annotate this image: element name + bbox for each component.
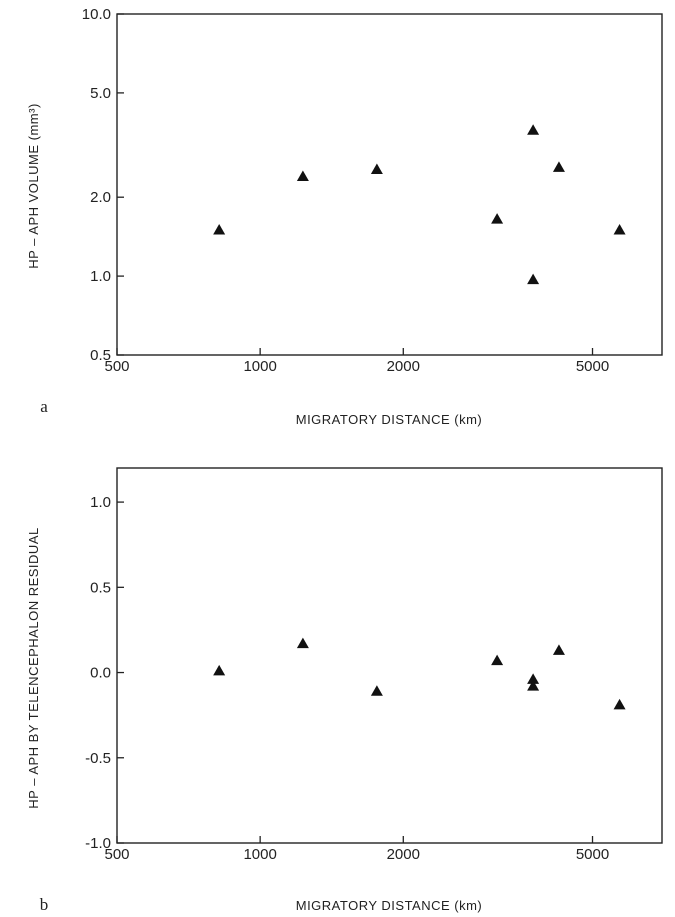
plot-b-data-points bbox=[213, 637, 626, 710]
data-point-triangle bbox=[296, 170, 309, 181]
data-point-triangle bbox=[370, 685, 383, 696]
plot-a-y-axis-title: HP – APH VOLUME (mm³) bbox=[26, 103, 41, 269]
data-point-triangle bbox=[213, 223, 226, 235]
x-tick-label: 1000 bbox=[243, 358, 276, 375]
plot-b-x-axis-title: MIGRATORY DISTANCE (km) bbox=[296, 898, 483, 913]
plot-a-x-axis-title: MIGRATORY DISTANCE (km) bbox=[296, 412, 483, 427]
panel-a-label: a bbox=[40, 397, 48, 416]
plot-a-x-axis: 500 1000 2000 5000 bbox=[104, 348, 609, 375]
y-tick-label: 2.0 bbox=[90, 189, 111, 206]
plot-a-frame bbox=[116, 13, 663, 356]
y-tick-label: 1.0 bbox=[90, 494, 111, 511]
data-point-triangle bbox=[527, 124, 540, 135]
plot-a-data-points bbox=[213, 124, 626, 285]
plot-a-y-axis: 0.5 1.0 2.0 5.0 10.0 bbox=[82, 6, 124, 364]
y-tick-label: -0.5 bbox=[85, 750, 111, 767]
x-tick-label: 5000 bbox=[576, 358, 609, 375]
data-point-triangle bbox=[613, 223, 626, 235]
data-point-triangle bbox=[296, 637, 309, 649]
y-tick-label: 1.0 bbox=[90, 268, 111, 285]
plot-b-x-axis: 500 1000 2000 5000 bbox=[104, 836, 609, 863]
y-tick-label: 0.5 bbox=[90, 579, 111, 596]
panel-b-scatter-plot: -1.0 -0.5 0.0 0.5 1.0 500 1000 2000 5000 HP – A… bbox=[26, 467, 663, 914]
plot-b-y-axis: -1.0 -0.5 0.0 0.5 1.0 bbox=[85, 494, 124, 852]
data-point-triangle bbox=[527, 680, 540, 691]
y-tick-label: 10.0 bbox=[82, 6, 111, 23]
x-tick-label: 500 bbox=[104, 358, 129, 375]
data-point-triangle bbox=[552, 161, 565, 172]
y-tick-label: 0.5 bbox=[90, 347, 111, 364]
panel-b-label: b bbox=[40, 895, 49, 914]
data-point-triangle bbox=[370, 163, 383, 175]
x-tick-label: 2000 bbox=[387, 846, 420, 863]
x-tick-label: 500 bbox=[104, 846, 129, 863]
x-tick-label: 2000 bbox=[387, 358, 420, 375]
data-point-triangle bbox=[527, 273, 540, 285]
y-tick-label: 5.0 bbox=[90, 85, 111, 102]
data-point-triangle bbox=[527, 673, 540, 684]
data-point-triangle bbox=[552, 644, 565, 655]
plot-b-y-axis-title: HP – APH BY TELENCEPHALON RESIDUAL bbox=[26, 527, 41, 808]
data-point-triangle bbox=[491, 654, 504, 666]
x-tick-label: 5000 bbox=[576, 846, 609, 863]
y-tick-label: -1.0 bbox=[85, 835, 111, 852]
data-point-triangle bbox=[491, 213, 504, 224]
y-tick-label: 0.0 bbox=[90, 665, 111, 682]
data-point-triangle bbox=[613, 698, 626, 710]
plot-b-frame bbox=[116, 467, 663, 844]
data-point-triangle bbox=[213, 664, 226, 676]
panel-a-scatter-plot: 0.5 1.0 2.0 5.0 10.0 500 1000 2000 5000 HP – AP… bbox=[26, 6, 663, 427]
x-tick-label: 1000 bbox=[243, 846, 276, 863]
